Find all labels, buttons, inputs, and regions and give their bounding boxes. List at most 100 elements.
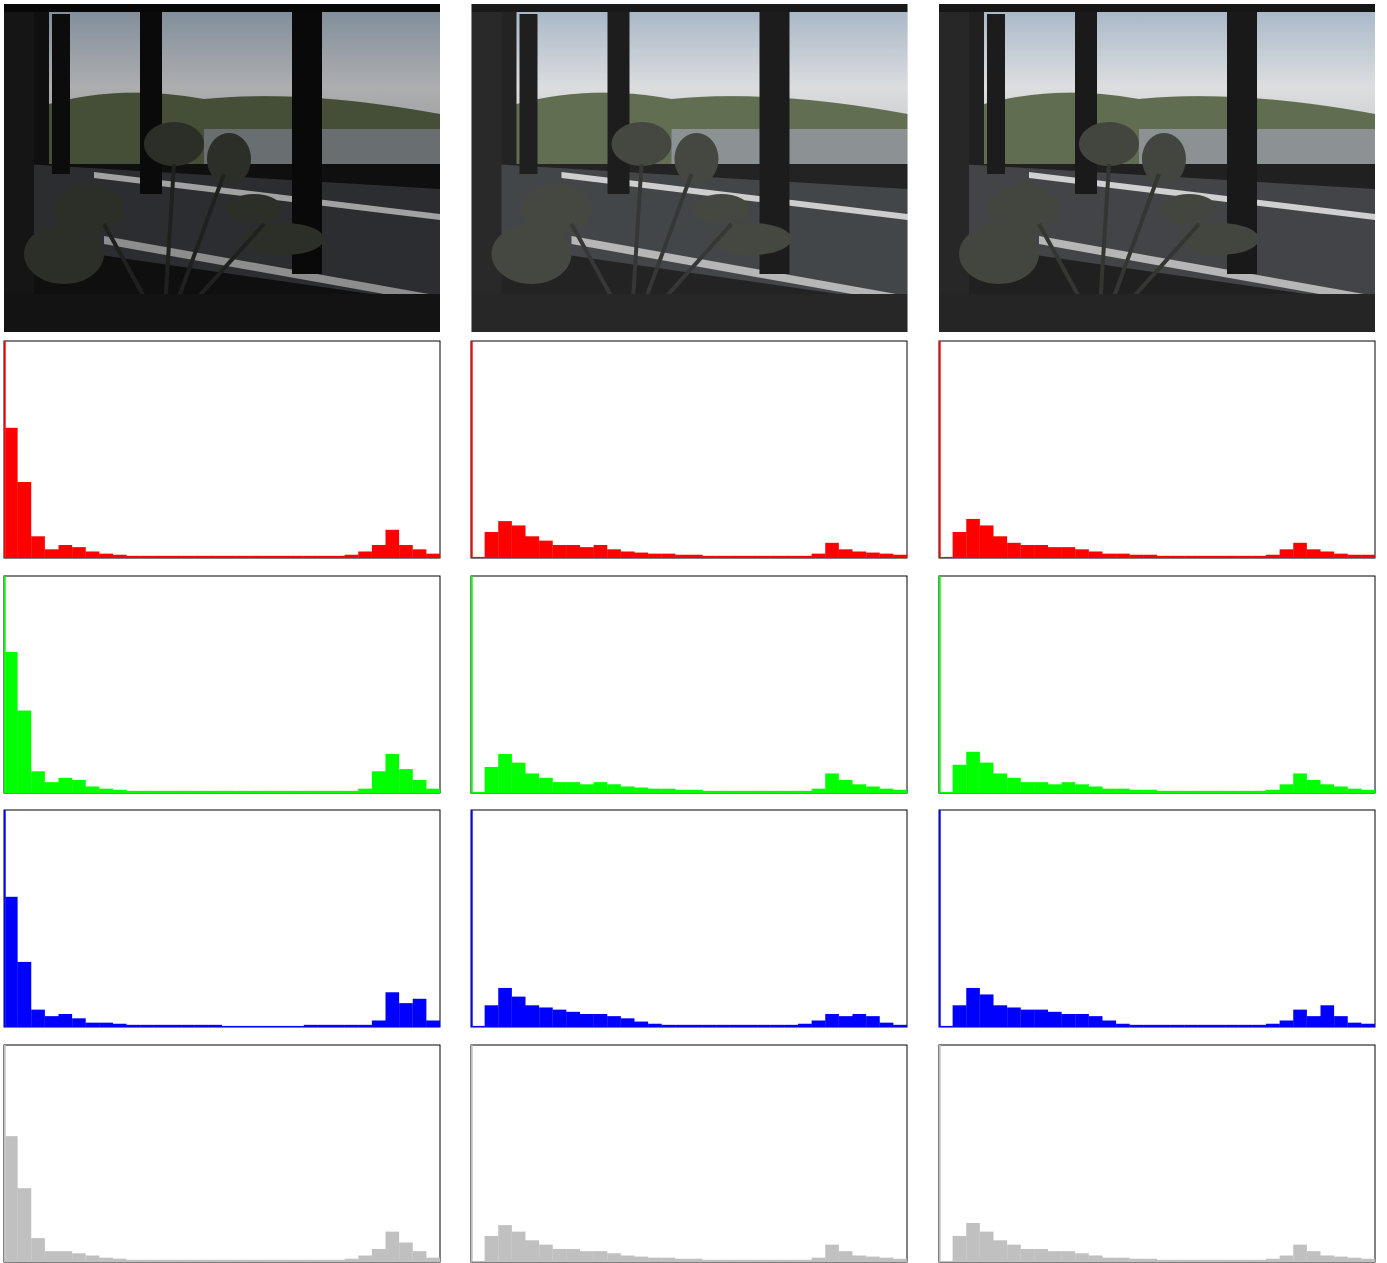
histogram-bar bbox=[1157, 555, 1171, 558]
histogram-bar bbox=[511, 762, 526, 793]
histogram-bar bbox=[852, 551, 867, 558]
histogram-bar bbox=[661, 1257, 676, 1262]
histogram-bar bbox=[852, 1013, 867, 1027]
histogram-bar bbox=[426, 788, 440, 793]
histogram-bar bbox=[99, 1022, 113, 1027]
histogram-panel bbox=[938, 340, 1376, 559]
histogram-panel bbox=[938, 575, 1376, 794]
histogram-bar bbox=[262, 790, 277, 793]
histogram-bar bbox=[140, 555, 154, 558]
histogram-bar bbox=[1170, 1024, 1185, 1027]
histogram-bar bbox=[525, 773, 540, 793]
histogram-bar bbox=[1334, 786, 1348, 793]
histogram-bar bbox=[552, 1009, 567, 1027]
histogram-bar bbox=[85, 786, 100, 793]
histogram-bar bbox=[952, 764, 967, 793]
histogram-bar bbox=[979, 525, 994, 558]
histogram-bar bbox=[716, 555, 730, 558]
histogram-bar bbox=[993, 1240, 1008, 1262]
histogram-bar bbox=[1334, 553, 1348, 558]
histogram-bar bbox=[784, 1259, 798, 1262]
histogram-bar bbox=[1034, 782, 1048, 793]
histogram-bar bbox=[1293, 1009, 1307, 1027]
histogram-bar bbox=[716, 1024, 730, 1027]
histogram-bar bbox=[1225, 555, 1239, 558]
histogram-bar bbox=[153, 555, 168, 558]
histogram-bar bbox=[1361, 789, 1375, 793]
histogram-bar bbox=[426, 553, 440, 558]
histogram-bar bbox=[1279, 549, 1294, 558]
histogram-bar bbox=[893, 1024, 907, 1027]
histogram-panel bbox=[3, 575, 441, 794]
histogram-bar bbox=[1075, 784, 1089, 793]
histogram-bar bbox=[580, 1251, 594, 1262]
histogram-bar bbox=[1184, 1024, 1198, 1027]
histogram-bar bbox=[471, 1045, 473, 1262]
histogram-bar bbox=[798, 790, 812, 793]
histogram-bar bbox=[399, 1003, 413, 1027]
histogram-bar bbox=[72, 1018, 86, 1027]
histogram-bar bbox=[44, 1251, 59, 1262]
histogram-bar bbox=[1238, 555, 1253, 558]
histogram-bar bbox=[661, 788, 676, 793]
histogram-bar bbox=[344, 790, 359, 793]
histogram-bar bbox=[85, 551, 100, 558]
photo-adjusted bbox=[939, 4, 1375, 332]
histogram-bar bbox=[1102, 553, 1117, 558]
histogram-bar bbox=[939, 1045, 941, 1262]
histogram-bar bbox=[979, 1231, 994, 1262]
histogram-bar bbox=[371, 771, 386, 793]
histogram-bar bbox=[85, 1255, 100, 1262]
histogram-bar bbox=[729, 790, 744, 793]
histogram-bar bbox=[770, 555, 785, 558]
histogram-bar bbox=[811, 1020, 826, 1027]
histogram-bar bbox=[1157, 1259, 1171, 1262]
histogram-bar bbox=[126, 790, 141, 793]
histogram-bar bbox=[1320, 551, 1335, 558]
histogram-bar bbox=[1361, 1258, 1375, 1262]
histogram-bar bbox=[385, 992, 400, 1027]
histogram-bar bbox=[167, 1024, 182, 1027]
histogram-bar bbox=[634, 552, 649, 558]
histogram-bar bbox=[1170, 555, 1185, 558]
histogram-bar bbox=[811, 788, 826, 793]
histogram-bar bbox=[290, 1025, 304, 1027]
histogram-bar bbox=[126, 1024, 141, 1027]
histogram-bar bbox=[1361, 1023, 1375, 1027]
histogram-bar bbox=[1197, 555, 1212, 558]
histogram-bar bbox=[58, 544, 73, 558]
histogram-bar bbox=[44, 782, 59, 793]
histogram-bar bbox=[539, 540, 553, 558]
histogram-bar bbox=[472, 791, 485, 793]
histogram-bar bbox=[303, 1024, 318, 1027]
histogram-bar bbox=[194, 1024, 209, 1027]
histogram-panel bbox=[938, 1044, 1376, 1263]
histogram-bar bbox=[153, 1259, 168, 1262]
histogram-bar bbox=[952, 531, 967, 558]
histogram-bar bbox=[5, 1136, 18, 1262]
histogram-bar bbox=[1238, 1259, 1253, 1262]
histogram-bar bbox=[893, 1258, 907, 1262]
histogram-bar bbox=[1075, 1013, 1089, 1027]
histogram-bar bbox=[1061, 782, 1076, 793]
histogram-bar bbox=[689, 554, 703, 558]
histogram-bar bbox=[1347, 1022, 1362, 1027]
histogram-bar bbox=[17, 710, 32, 793]
histogram-bar bbox=[1061, 1251, 1076, 1262]
histogram-bar bbox=[358, 788, 372, 793]
histogram-bar bbox=[58, 1251, 73, 1262]
histogram-bar bbox=[1143, 1024, 1157, 1027]
histogram-bar bbox=[385, 1231, 400, 1262]
histogram-bar bbox=[262, 1025, 277, 1027]
histogram-bar bbox=[1020, 1009, 1035, 1027]
histogram-bar bbox=[126, 555, 141, 558]
histogram-bar bbox=[235, 555, 250, 558]
histogram-bar bbox=[5, 896, 18, 1027]
histogram-bar bbox=[993, 1005, 1008, 1027]
histogram-bar bbox=[1061, 547, 1076, 558]
histogram-bar bbox=[879, 553, 894, 558]
histogram-bar bbox=[1143, 1258, 1157, 1262]
histogram-bar bbox=[4, 810, 6, 1027]
histogram-bar bbox=[648, 1023, 662, 1027]
histogram-bar bbox=[838, 1251, 853, 1262]
